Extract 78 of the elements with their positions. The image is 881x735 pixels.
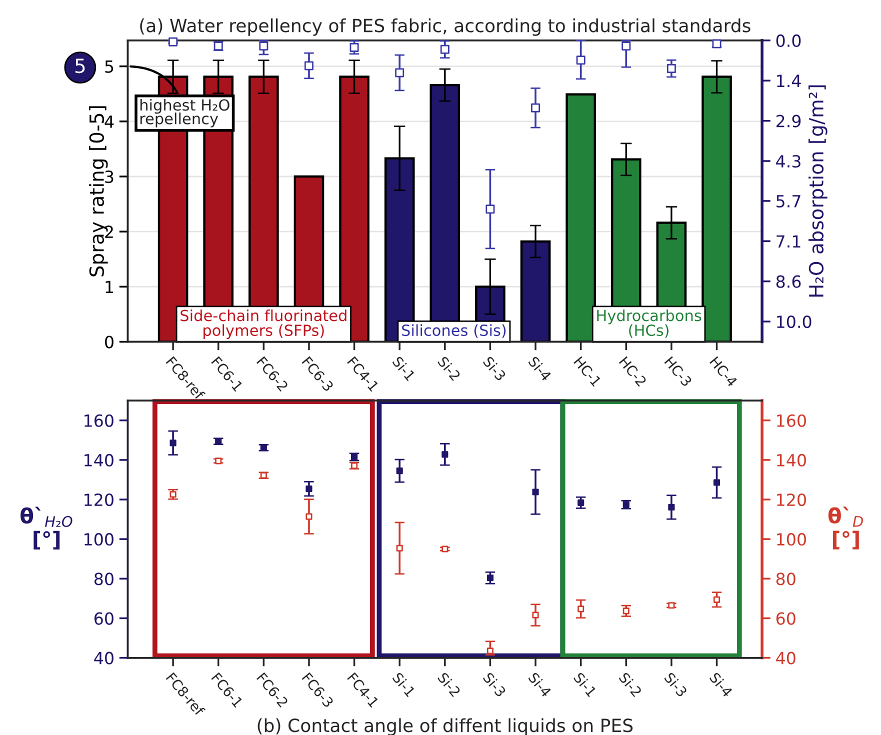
point <box>260 444 267 451</box>
point <box>532 488 539 496</box>
y2-tick-label: 0.0 <box>776 34 801 47</box>
point <box>532 612 539 618</box>
y2-tick-label: 5.7 <box>776 195 800 208</box>
point <box>396 468 403 474</box>
y2-tick-label: 140 <box>777 454 806 467</box>
y-tick-label: 0 <box>105 336 114 348</box>
point <box>576 56 586 65</box>
annotation: highest H₂O repellency <box>140 98 230 128</box>
point <box>306 513 312 520</box>
x-tick-label: Si-4 <box>528 356 552 382</box>
y-tick-label: 1 <box>106 280 114 294</box>
y-tick-label: 140 <box>84 454 114 467</box>
point <box>350 454 358 460</box>
y-tick-label: 40 <box>94 652 114 664</box>
y2-tick-label: 7.1 <box>776 235 800 248</box>
y-tick-label: 120 <box>84 493 114 506</box>
x-tick-label: Si-4 <box>528 672 552 698</box>
x-tick-label: Si-3 <box>482 672 507 698</box>
point <box>350 462 358 469</box>
point <box>440 44 450 54</box>
annotation: Hydrocarbons (HCs) <box>597 309 702 338</box>
point <box>486 204 495 214</box>
y2-tick-label: 1.4 <box>777 74 801 87</box>
text: 5 <box>75 58 85 74</box>
point <box>486 648 494 654</box>
point <box>668 504 675 511</box>
point <box>260 472 267 479</box>
point <box>215 458 222 464</box>
y2-tick-label: 80 <box>776 572 796 586</box>
chart-title: (a) Water repellency of PES fabric, according to industrial standards <box>140 18 750 36</box>
y-tick-label: 4 <box>104 116 114 128</box>
y2-tick-label: 160 <box>777 414 806 427</box>
point <box>578 606 584 612</box>
point <box>304 61 314 70</box>
point <box>622 501 630 508</box>
point <box>350 42 359 52</box>
y2-axis-title: θ`$_{D}$ [°] <box>828 506 863 550</box>
y2-tick-label: 120 <box>777 493 806 506</box>
point <box>578 499 584 506</box>
point <box>306 486 312 492</box>
y-axis-title: θ`$_{H₂O}$ [°] <box>20 506 72 550</box>
y-tick-label: 160 <box>84 414 114 427</box>
point <box>442 451 448 458</box>
point <box>395 68 404 78</box>
point <box>170 491 176 498</box>
point <box>713 596 720 603</box>
point <box>622 42 631 51</box>
y2-tick-label: 60 <box>776 612 796 625</box>
annotation: Side-chain fluorinated polymers (SFPs) <box>180 309 346 340</box>
y2-axis-title: H₂O absorption [g/m²] <box>808 85 828 297</box>
point <box>396 544 403 552</box>
point <box>168 37 178 46</box>
x-tick-label: Si-3 <box>482 356 507 382</box>
y2-tick-label: 100 <box>777 533 806 546</box>
x-tick-label: Si-4 <box>709 672 734 698</box>
y-tick-label: 5 <box>105 60 114 73</box>
point <box>442 546 448 552</box>
y-tick-label: 100 <box>84 533 114 546</box>
y2-tick-label: 40 <box>776 652 796 664</box>
y2-tick-label: 10.0 <box>777 315 812 328</box>
y-tick-label: 80 <box>94 572 114 586</box>
annotation: Silicones (Sis) <box>402 324 506 338</box>
point <box>666 64 676 74</box>
y-tick-label: 60 <box>94 612 114 625</box>
point <box>713 479 720 486</box>
y2-tick-label: 8.6 <box>776 275 801 288</box>
y2-tick-label: 2.9 <box>776 114 801 128</box>
point <box>668 602 675 609</box>
point <box>170 440 176 446</box>
point <box>215 438 222 445</box>
point <box>259 42 268 51</box>
point <box>531 103 540 112</box>
y2-tick-label: 4.3 <box>776 154 800 168</box>
point <box>486 574 494 582</box>
point <box>622 608 630 614</box>
x-tick-label: Si-3 <box>664 672 688 698</box>
